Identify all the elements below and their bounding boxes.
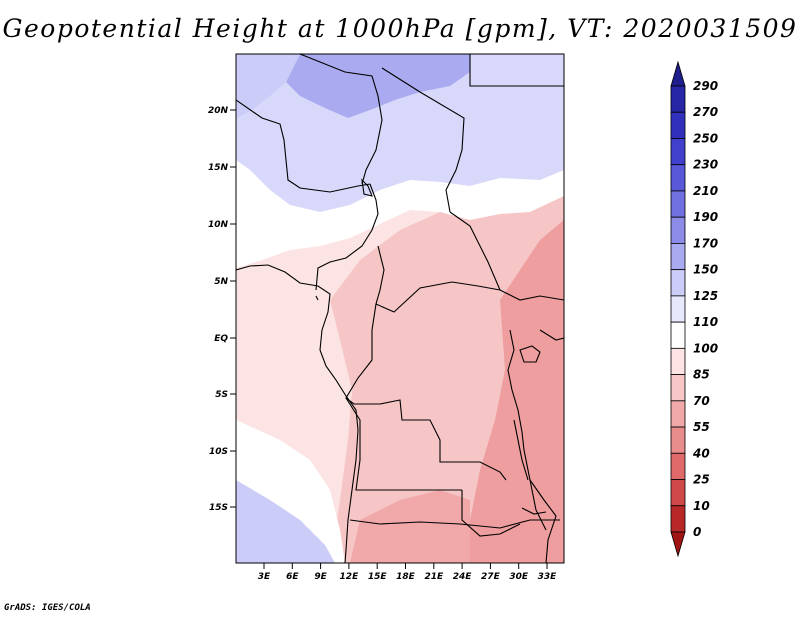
island-bioko xyxy=(315,295,319,301)
lon-label: 12E xyxy=(340,572,360,582)
colorbar-segment xyxy=(670,138,686,166)
border-south-3 xyxy=(461,490,521,537)
lon-label: 30E xyxy=(509,572,529,582)
field-blue-southwest xyxy=(236,480,335,563)
colorbar-segment xyxy=(670,190,686,218)
map-title: Geopotential Height at 1000hPa [gpm], VT… xyxy=(2,14,798,43)
colorbar-level-label: 250 xyxy=(693,131,718,145)
colorbar-level-label: 125 xyxy=(693,289,718,303)
colorbar-level-label: 270 xyxy=(693,105,718,119)
field-red-south xyxy=(350,490,470,563)
colorbar-segment xyxy=(670,85,686,113)
colorbar-segment xyxy=(670,347,686,375)
lake-malawi xyxy=(521,507,547,515)
border-central-1 xyxy=(315,183,379,291)
colorbar-segment xyxy=(670,243,686,271)
colorbar-segment xyxy=(670,400,686,428)
border-central-3 xyxy=(375,245,501,313)
map-boundaries xyxy=(236,54,564,563)
colorbar-level-label: 170 xyxy=(693,236,718,250)
colorbar-arrow-bottom xyxy=(670,531,686,558)
colorbar-level-label: 55 xyxy=(693,420,710,434)
colorbar-level-label: 110 xyxy=(693,315,718,329)
colorbar-level-label: 150 xyxy=(693,263,718,277)
border-east-lakes xyxy=(507,329,547,531)
lat-label: 10N xyxy=(208,220,229,230)
border-central-4 xyxy=(345,303,507,481)
border-east-2 xyxy=(539,329,564,341)
colorbar-segment xyxy=(670,479,686,507)
border-south-2 xyxy=(349,519,560,529)
lon-label: 6E xyxy=(286,572,299,582)
field-blue-west xyxy=(236,54,300,118)
colorbar-level-label: 100 xyxy=(693,341,718,355)
border-north-1 xyxy=(236,99,371,193)
lat-label: 5N xyxy=(214,277,228,287)
field-white-band xyxy=(236,160,564,268)
colorbar-segment xyxy=(670,216,686,244)
colorbar-segment xyxy=(670,164,686,192)
lake-chad xyxy=(361,178,373,197)
coastline-west-africa xyxy=(236,264,359,563)
colorbar-arrow-top xyxy=(670,60,686,87)
colorbar-level-label: 10 xyxy=(693,499,710,513)
lat-label: 15N xyxy=(208,163,229,173)
lat-label: 15S xyxy=(209,503,228,513)
lon-label: 27E xyxy=(481,572,501,582)
field-blue-core xyxy=(286,54,470,118)
lon-label: 21E xyxy=(424,572,444,582)
border-south-1 xyxy=(345,397,462,491)
geopotential-field xyxy=(236,54,564,563)
lon-label: 24E xyxy=(453,572,473,582)
colorbar-segment xyxy=(670,269,686,297)
grads-credit: GrADS: IGES/COLA xyxy=(4,603,91,613)
colorbar-level-label: 190 xyxy=(693,210,718,224)
map-frame xyxy=(235,53,565,564)
lake-tanganyika xyxy=(513,419,529,481)
colorbar: 2902702502302101901701501251101008570554… xyxy=(670,60,718,558)
lon-label: 33E xyxy=(538,572,558,582)
colorbar-level-label: 210 xyxy=(693,184,718,198)
colorbar-level-label: 25 xyxy=(693,473,710,487)
lat-label: 5S xyxy=(215,390,228,400)
colorbar-segment xyxy=(670,426,686,454)
lon-label: 9E xyxy=(314,572,327,582)
lon-label: 15E xyxy=(368,572,388,582)
colorbar-level-label: 40 xyxy=(692,446,710,460)
lake-victoria xyxy=(519,345,541,363)
colorbar-segment xyxy=(670,321,686,349)
lat-label: 10S xyxy=(209,447,228,457)
colorbar-segment xyxy=(670,111,686,139)
longitude-axis: 3E 6E 9E 12E 15E 18E 21E 24E 27E 30E 33E xyxy=(258,563,557,582)
colorbar-segment xyxy=(670,374,686,402)
border-north-4 xyxy=(469,54,564,87)
border-north-2 xyxy=(299,54,383,185)
colorbar-level-label: 70 xyxy=(693,394,710,408)
colorbar-segment xyxy=(670,295,686,323)
colorbar-level-label: 85 xyxy=(693,368,710,382)
lon-label: 18E xyxy=(396,572,416,582)
lat-label: EQ xyxy=(214,334,228,344)
lat-label: 20N xyxy=(208,106,229,116)
colorbar-level-label: 290 xyxy=(693,79,718,93)
lon-label: 3E xyxy=(258,572,271,582)
colorbar-level-label: 230 xyxy=(693,158,718,172)
latitude-axis: 20N 15N 10N 5N EQ 5S 10S 15S xyxy=(208,106,236,513)
colorbar-segment xyxy=(670,452,686,480)
border-south-4 xyxy=(529,479,557,563)
colorbar-segment xyxy=(670,505,686,533)
border-north-3 xyxy=(381,67,465,213)
colorbar-level-label: 0 xyxy=(693,525,701,539)
